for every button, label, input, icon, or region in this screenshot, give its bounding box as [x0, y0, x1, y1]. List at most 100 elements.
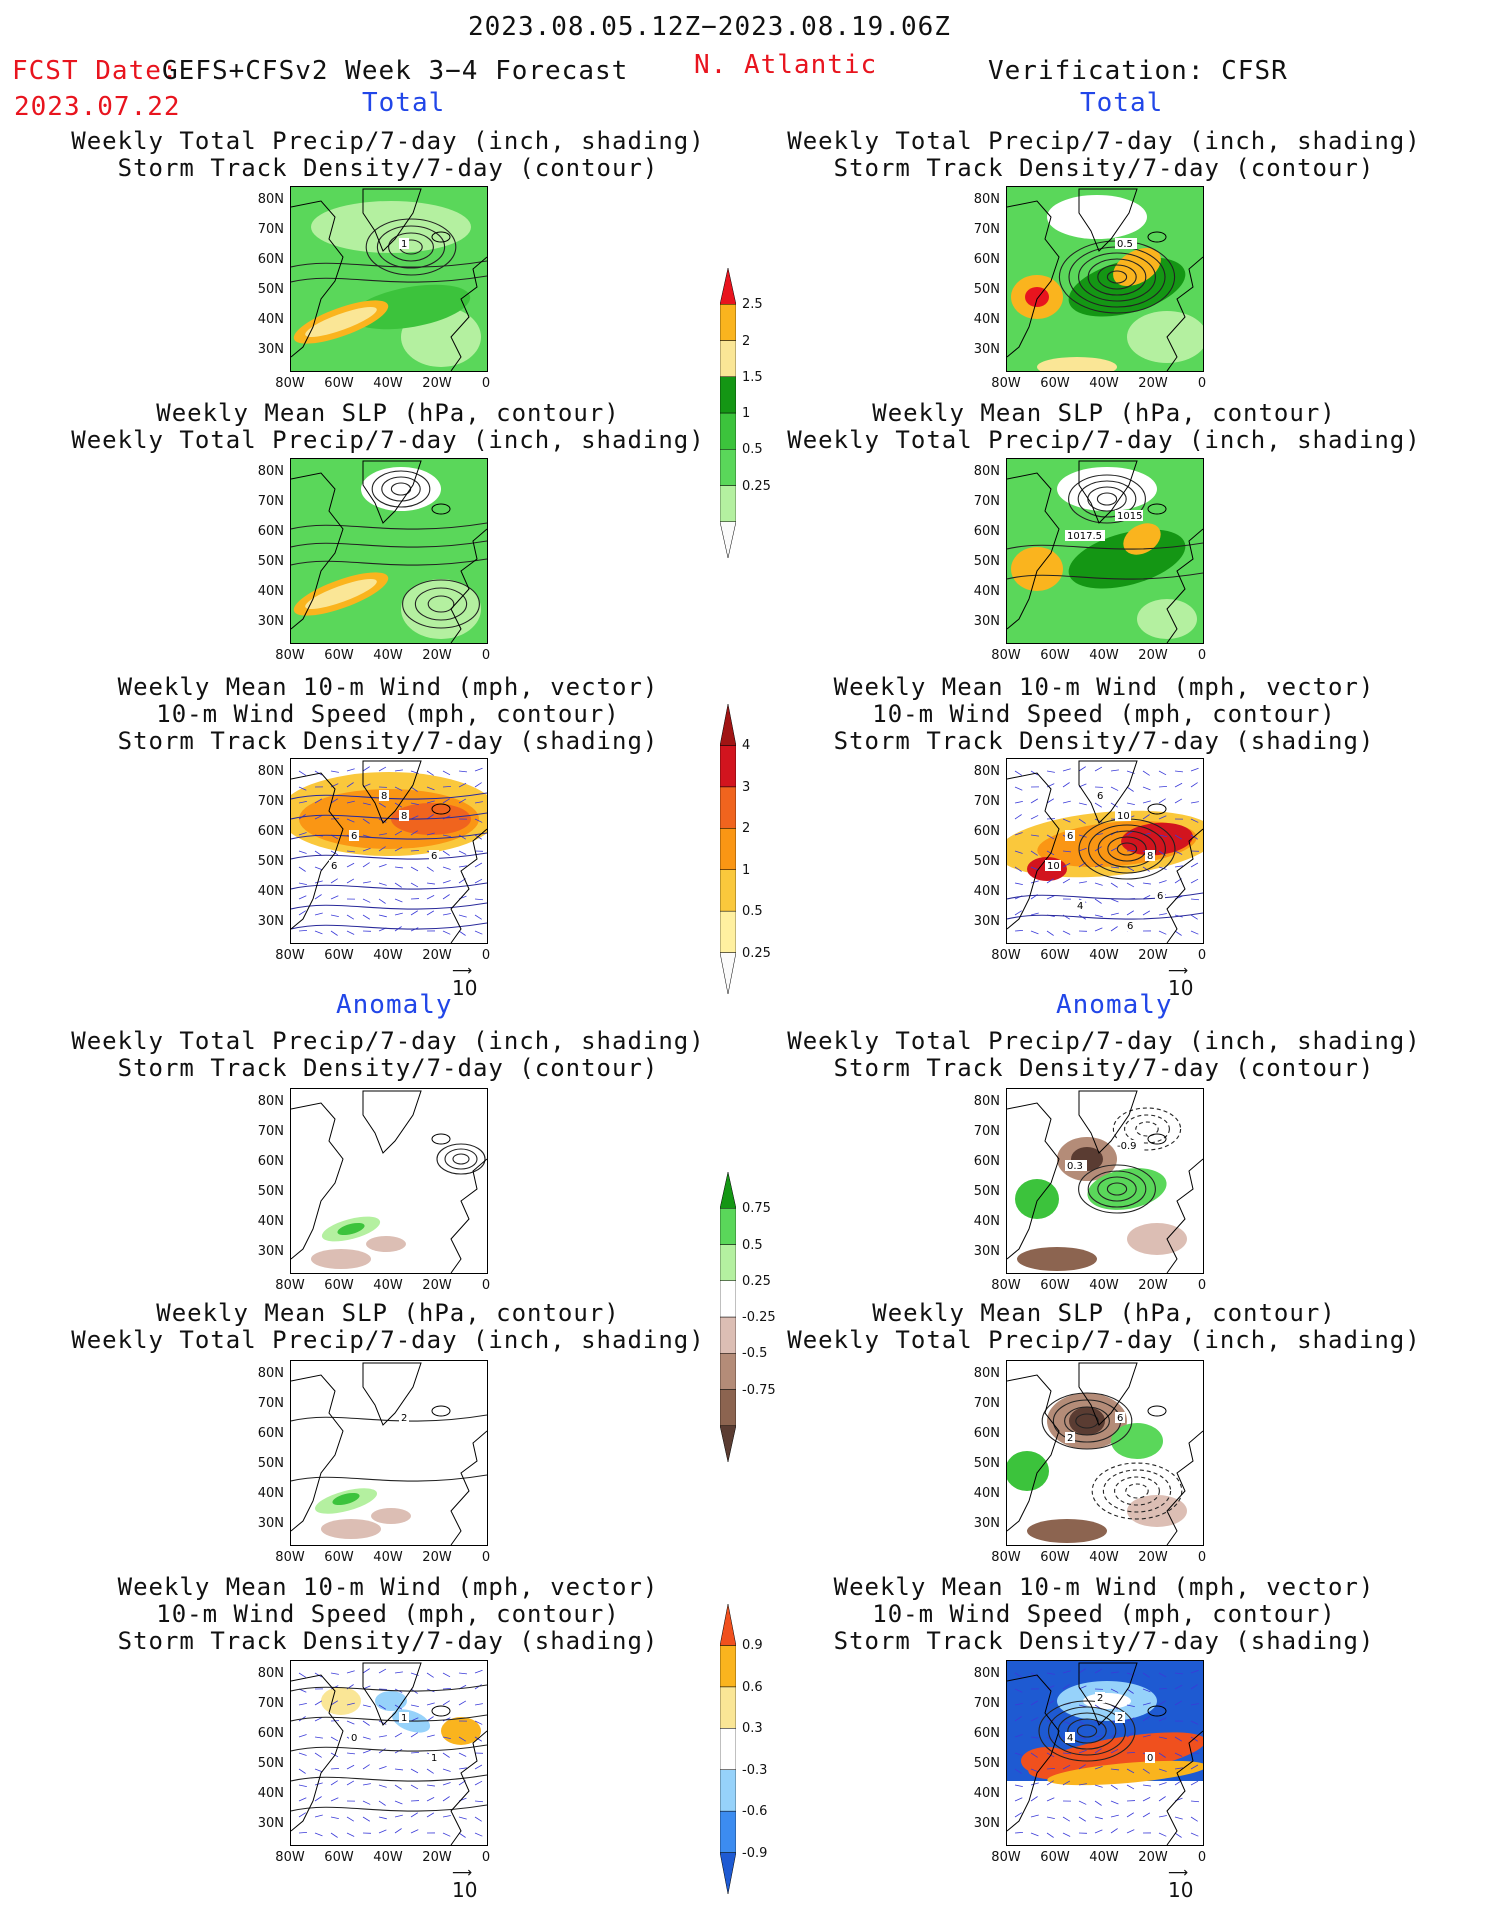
- colorbar-label: -0.75: [742, 1382, 776, 1398]
- panel-title-fc-total-track: Weekly Total Precip/7-day (inch, shading…: [71, 127, 705, 182]
- wind-vector: [1174, 834, 1183, 840]
- wind-vector: [1078, 1749, 1087, 1754]
- contour-label-bg: [1145, 850, 1155, 861]
- wind-vector: [1014, 850, 1023, 854]
- wind-vector: [346, 862, 355, 868]
- wind-vector: [1142, 866, 1150, 872]
- fcst-date-label: FCST Date:: [12, 56, 179, 86]
- shading-blob: [1037, 357, 1117, 371]
- colorbar-label: 0.25: [742, 478, 771, 494]
- wind-vector: [1142, 800, 1151, 804]
- wind-vector: [346, 800, 355, 804]
- contour-line: [1068, 474, 1146, 524]
- wind-vector: [474, 1780, 483, 1786]
- contour-line: [1007, 892, 1203, 900]
- lon-tick-label: 0: [481, 648, 491, 663]
- lat-tick-label: 50N: [973, 854, 1000, 869]
- wind-vector: [314, 1796, 322, 1802]
- wind-vector: [378, 1704, 386, 1710]
- contour-line: [291, 558, 487, 566]
- wind-vector: [1030, 912, 1039, 916]
- lon-tick-label: 40W: [373, 1278, 403, 1293]
- wind-vector: [394, 882, 402, 888]
- wind-vector: [1174, 865, 1183, 868]
- greenland-coastline: [362, 460, 422, 524]
- wind-vector: [1030, 1796, 1038, 1802]
- wind-vector: [1190, 767, 1199, 772]
- wind-vector: [394, 866, 403, 869]
- wind-vector: [330, 1672, 339, 1675]
- wind-vector: [1046, 1767, 1056, 1770]
- wind-vector: [458, 1736, 467, 1742]
- wind-vector: [1142, 882, 1151, 885]
- shading-blob: [311, 201, 471, 253]
- wind-vector: [1030, 850, 1038, 856]
- wind-vector: [1190, 1780, 1199, 1786]
- lon-tick-label: 80W: [991, 376, 1021, 391]
- section-anomaly-verification: Anomaly: [1056, 990, 1173, 1020]
- map-plot: 1 0 1: [291, 1661, 487, 1845]
- colorbar-segment: [719, 412, 737, 450]
- wind-vector: [1046, 895, 1055, 900]
- contour-line: [1078, 1164, 1156, 1214]
- wind-vector: [394, 830, 403, 836]
- wind-vector: [426, 895, 435, 900]
- colorbar-cap: [719, 1852, 737, 1895]
- lat-tick-label: 60N: [257, 1154, 284, 1169]
- contour-label-bg: [1115, 1140, 1143, 1151]
- wind-vector: [1110, 1732, 1119, 1738]
- wind-vector: [1062, 1684, 1070, 1690]
- greenland-coastline: [362, 1662, 422, 1726]
- wind-vector: [1094, 802, 1102, 808]
- lon-tick-label: 20W: [422, 1278, 452, 1293]
- wind-vector: [1094, 1748, 1102, 1754]
- wind-vector: [1158, 1796, 1166, 1802]
- north-america-coastline: [1007, 1102, 1060, 1260]
- contour-line: [1078, 252, 1156, 302]
- wind-vector: [346, 1670, 355, 1674]
- lon-tick-label: 0: [481, 1850, 491, 1865]
- contour-label-bg: [429, 1752, 439, 1763]
- colorbar-label: 4: [742, 738, 751, 754]
- contour-line: [1114, 1476, 1160, 1506]
- shading-blob: [1025, 287, 1049, 307]
- wind-vector: [1014, 1716, 1022, 1722]
- wind-vector: [1158, 1687, 1168, 1690]
- colorbar-label: 0.75: [742, 1201, 771, 1217]
- contour-line: [1075, 1413, 1099, 1429]
- wind-vector: [346, 850, 355, 853]
- verification-title: Verification: CFSR: [988, 56, 1288, 86]
- contour-label-bg: [1095, 790, 1105, 801]
- wind-vector: [362, 1783, 371, 1786]
- lat-tick-label: 80N: [973, 464, 1000, 479]
- map-panel-ver-anom-track: -0.9 0.3: [1006, 1088, 1204, 1274]
- wind-vector: [1126, 1688, 1134, 1694]
- wind-vector: [378, 833, 387, 836]
- wind-vector: [474, 878, 483, 884]
- shading-blob: [1127, 311, 1203, 363]
- wind-vector: [458, 834, 467, 840]
- wind-vector: [458, 930, 466, 936]
- contour-label: 2: [1117, 1713, 1123, 1724]
- wind-vector: [1142, 1797, 1151, 1802]
- lat-tick-label: 60N: [257, 252, 284, 267]
- wind-vector: [378, 846, 386, 852]
- contour-label-bg: [1115, 1412, 1125, 1423]
- wind-vector: [474, 898, 484, 901]
- contour-line: [291, 540, 487, 548]
- wind-vector: [1110, 786, 1119, 791]
- wind-vector: [378, 1668, 387, 1674]
- wind-vector: [1014, 929, 1024, 932]
- colorbar-label: 2.5: [742, 297, 763, 313]
- iceland-coastline: [1147, 803, 1167, 815]
- wind-vector: [1094, 898, 1102, 904]
- lon-tick-label: 60W: [324, 1278, 354, 1293]
- contour-line: [291, 260, 487, 268]
- shading-blob: [332, 1492, 360, 1506]
- wind-vector: [1174, 782, 1183, 788]
- north-america-coastline: [291, 1674, 344, 1832]
- shading-blob: [366, 1236, 406, 1252]
- north-america-coastline: [1007, 1674, 1060, 1832]
- lat-tick-label: 40N: [257, 884, 284, 899]
- contour-label: 1: [401, 1713, 407, 1724]
